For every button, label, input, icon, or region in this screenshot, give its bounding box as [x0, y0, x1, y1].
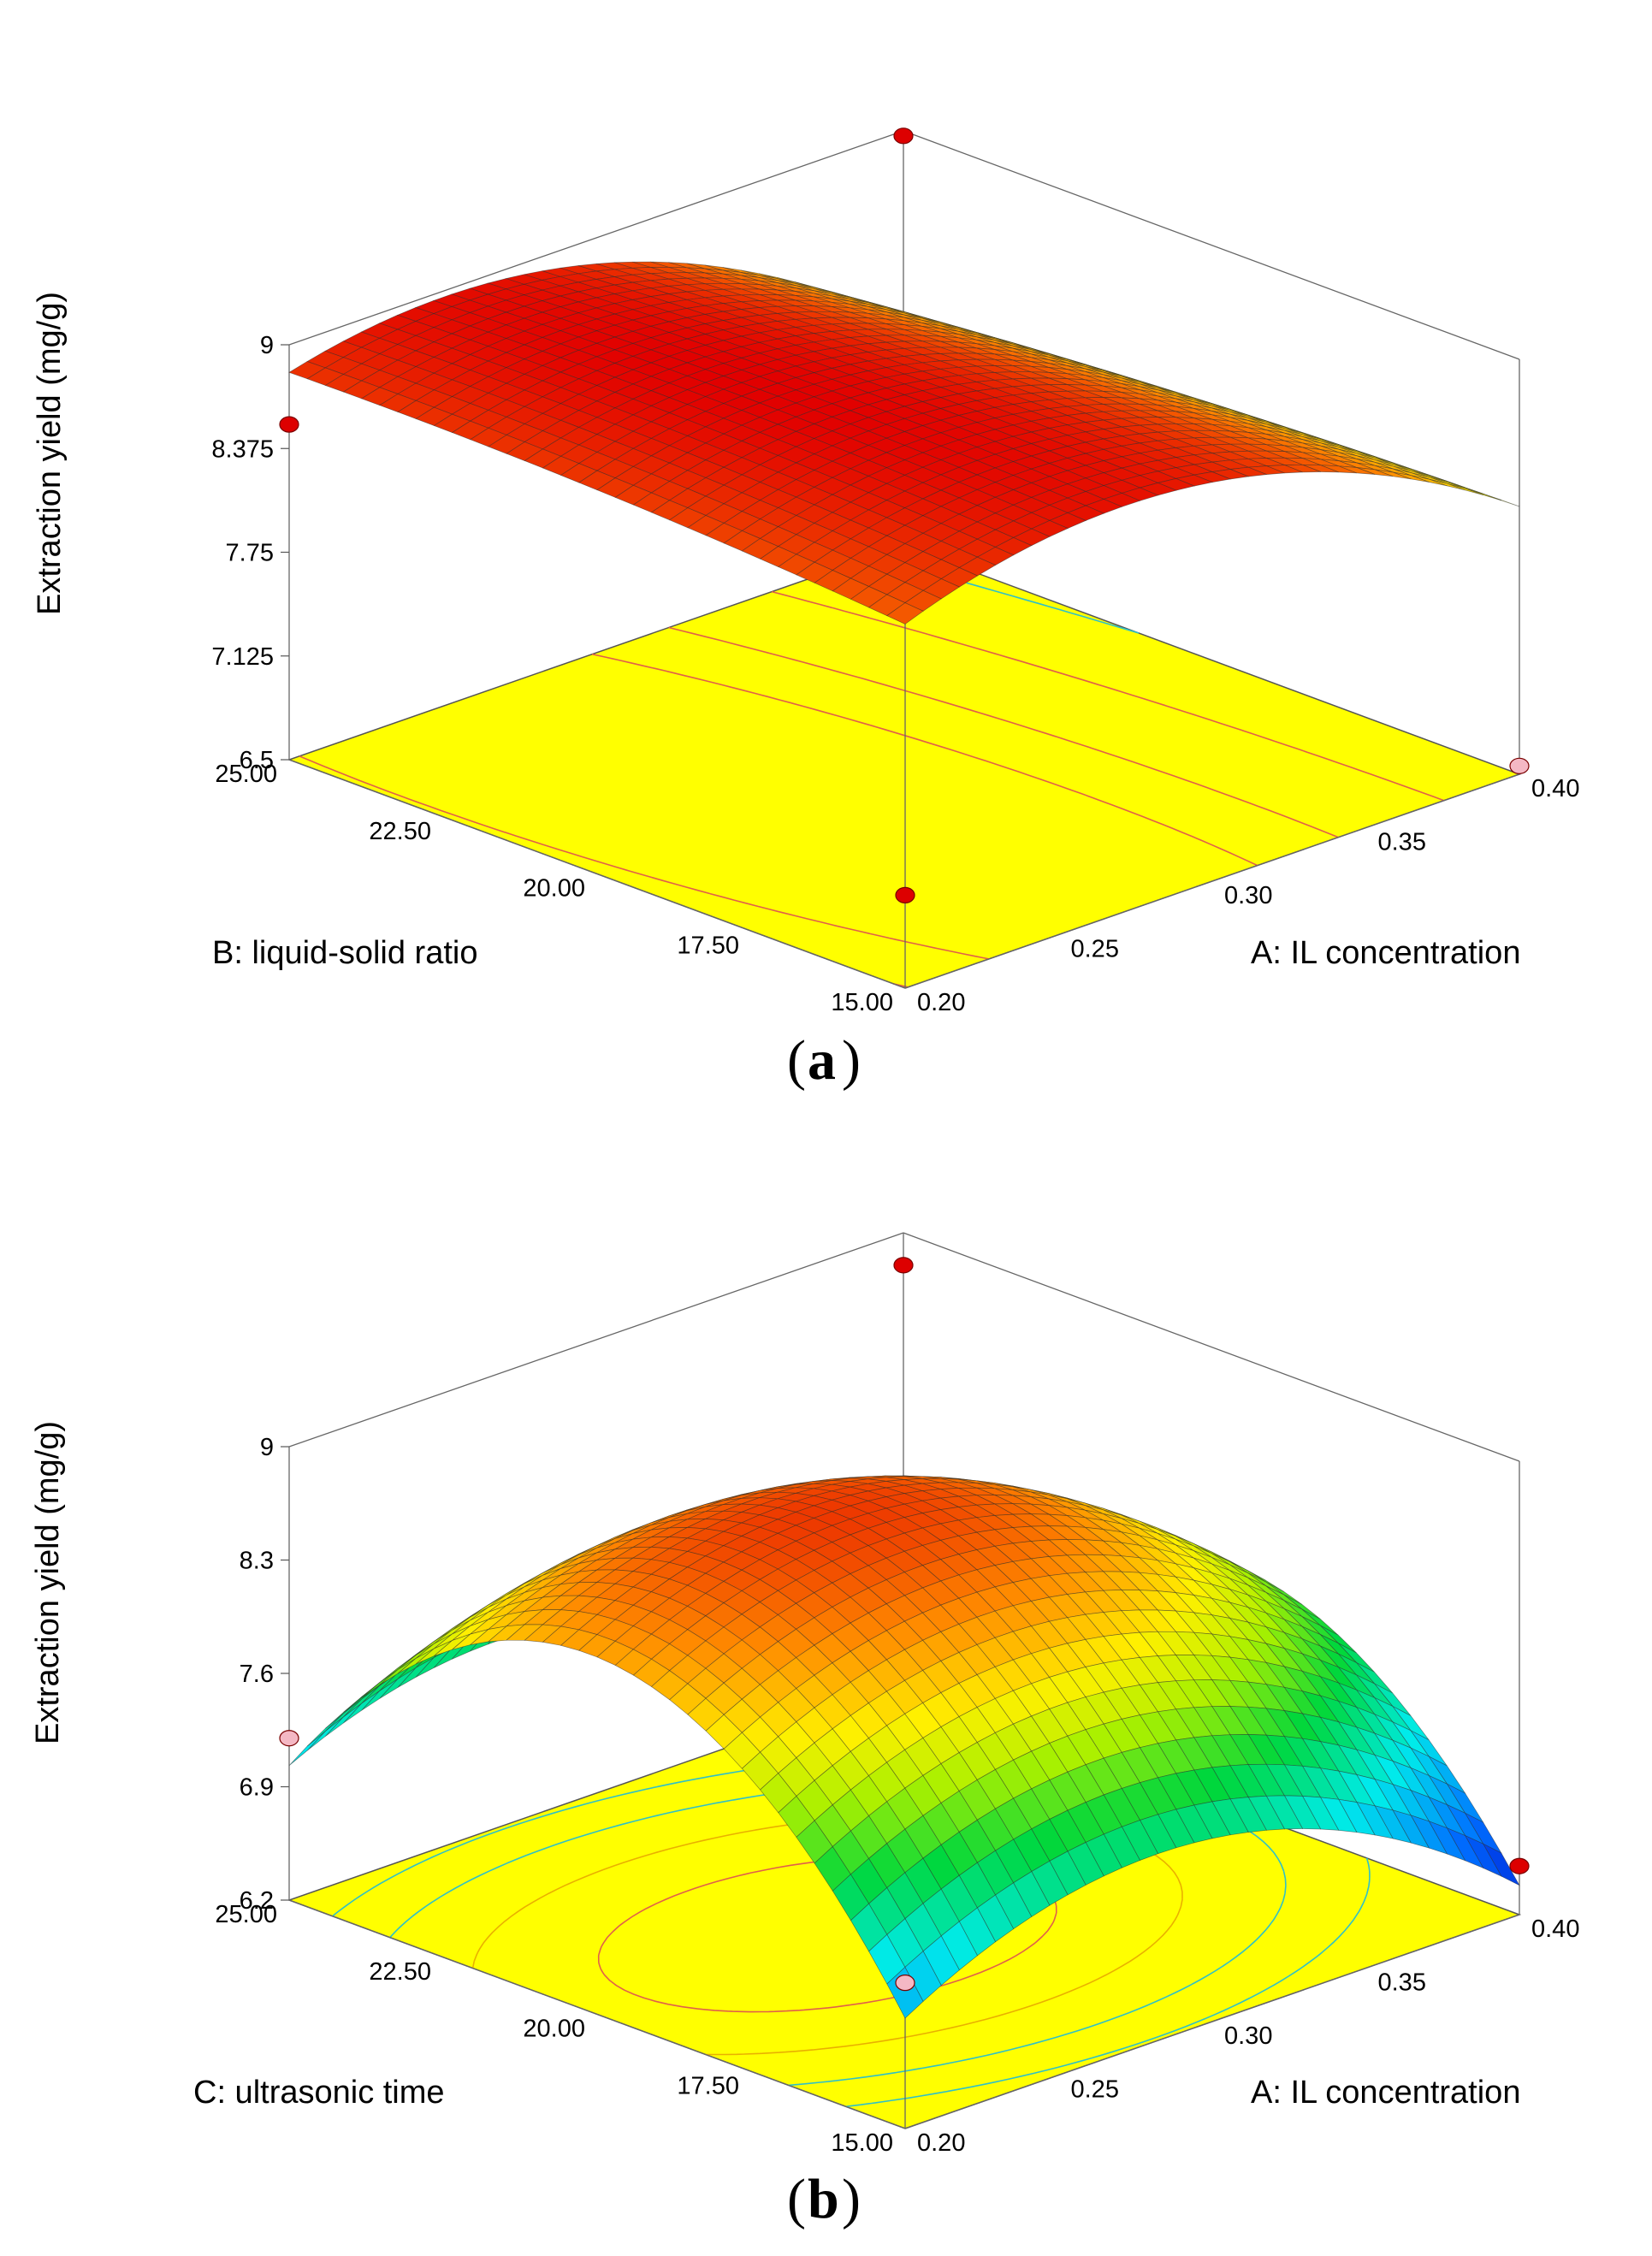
- design-point: [279, 1730, 299, 1747]
- frame-edge: [903, 130, 1520, 360]
- design-point: [893, 1257, 914, 1274]
- frame-edge: [904, 773, 1520, 989]
- panel-a-x-axis-title: A: IL concentration: [1251, 935, 1520, 971]
- frame-edge: [288, 1899, 906, 2129]
- design-point: [895, 886, 915, 903]
- surface-patch: [306, 1716, 344, 1751]
- panel-a-y-axis-ticks: 15.00 17.50 20.00 22.50 25.00: [215, 761, 893, 1016]
- panel-a-design-points: [279, 127, 1530, 903]
- panel-b-design-points: [279, 1257, 1530, 1992]
- panel-a-y-axis-title: B: liquid-solid ratio: [212, 935, 477, 971]
- panel-b-caption-label: b: [808, 2168, 839, 2230]
- y-tick-label: 25.00: [215, 1901, 277, 1928]
- panel-b-z-axis-title: Extraction yield (mg/g): [30, 1421, 66, 1744]
- floor-contour-line: [771, 590, 1445, 802]
- z-tick-label: 9: [260, 1434, 274, 1461]
- panel-a: 6.5 7.125 7.75 8.375 9 15.00 17.50 20.00 22.50 2…: [32, 127, 1579, 1092]
- design-point: [1509, 1857, 1530, 1874]
- x-tick-label: 0.35: [1378, 829, 1426, 856]
- z-tick-label: 6.2: [240, 1887, 274, 1915]
- panel-b-x-axis-title: A: IL concentration: [1251, 2075, 1520, 2111]
- frame-edge: [288, 1232, 904, 1448]
- y-tick-label: 17.50: [677, 932, 739, 959]
- panel-b: 6.26.97.68.39 15.0017.5020.0022.5025.00 …: [30, 1232, 1579, 2230]
- surface-patch: [324, 1702, 362, 1737]
- panel-a-caption-open-paren: (: [787, 1029, 806, 1092]
- design-point: [893, 127, 914, 145]
- panel-a-caption-close-paren: ): [842, 1029, 861, 1092]
- x-tick-label: 0.30: [1224, 2022, 1272, 2050]
- panel-b-y-axis-title: C: ultrasonic time: [193, 2075, 445, 2111]
- panel-b-response-surface: [288, 1475, 1520, 2019]
- panel-a-x-axis-ticks: 0.20 0.25 0.30 0.35 0.40: [917, 775, 1579, 1016]
- z-tick-label: 7.125: [211, 643, 274, 671]
- z-tick-label: 7.6: [240, 1661, 274, 1688]
- surface-patch: [1429, 478, 1465, 491]
- design-point: [895, 1975, 915, 1992]
- x-tick-label: 0.25: [1071, 936, 1119, 963]
- y-tick-label: 20.00: [523, 2016, 585, 2043]
- x-tick-label: 0.40: [1531, 775, 1579, 802]
- y-tick-label: 17.50: [677, 2072, 739, 2099]
- x-tick-label: 0.20: [917, 989, 965, 1016]
- z-tick-label: 8.3: [240, 1548, 274, 1575]
- frame-edge: [903, 1232, 1520, 1462]
- x-tick-label: 0.25: [1071, 2076, 1119, 2104]
- floor-contour-line: [668, 626, 1339, 988]
- x-tick-label: 0.40: [1531, 1916, 1579, 1943]
- z-tick-label: 6.5: [240, 747, 274, 774]
- frame-edge: [288, 759, 906, 989]
- surface-patch: [325, 1698, 362, 1732]
- panel-b-z-axis-ticks: 6.2 6.9 7.6 8.3 9: [240, 1434, 289, 1915]
- design-point: [279, 416, 299, 433]
- y-tick-label: 20.00: [523, 875, 585, 903]
- x-tick-label: 0.20: [917, 2129, 965, 2157]
- y-tick-label: 22.50: [369, 818, 431, 845]
- frame-edge: [904, 1914, 1520, 2129]
- z-tick-label: 6.9: [240, 1774, 274, 1802]
- design-point: [1509, 757, 1530, 774]
- y-tick-label: 25.00: [215, 761, 277, 788]
- panel-a-response-surface: [288, 261, 1520, 625]
- panel-b-x-axis-ticks: 0.20 0.25 0.30 0.35 0.40: [917, 1916, 1579, 2157]
- panel-a-z-axis-ticks: 6.5 7.125 7.75 8.375 9: [211, 332, 289, 774]
- surface-patch: [886, 602, 924, 625]
- z-tick-label: 7.75: [226, 540, 274, 567]
- panel-a-base-plane: [287, 545, 1522, 989]
- z-tick-label: 8.375: [211, 435, 274, 463]
- panel-a-z-axis-title: Extraction yield (mg/g): [32, 292, 68, 615]
- z-tick-label: 9: [260, 332, 274, 359]
- y-tick-label: 15.00: [831, 989, 893, 1016]
- panel-a-caption-label: a: [808, 1029, 836, 1092]
- surface-patch: [343, 1691, 380, 1724]
- frame-edge: [288, 130, 904, 346]
- panel-b-y-axis-ticks: 15.00 17.50 20.00 22.50 25.00: [215, 1901, 893, 2157]
- y-tick-label: 22.50: [369, 1958, 431, 1986]
- x-tick-label: 0.30: [1224, 882, 1272, 909]
- y-tick-label: 15.00: [831, 2129, 893, 2157]
- floor-contour-line: [299, 653, 1258, 960]
- panel-b-box-frame: [288, 1232, 1520, 2129]
- x-tick-label: 0.35: [1378, 1969, 1426, 1997]
- panel-b-caption-open-paren: (: [787, 2168, 806, 2230]
- panel-b-caption-close-paren: ): [842, 2168, 861, 2230]
